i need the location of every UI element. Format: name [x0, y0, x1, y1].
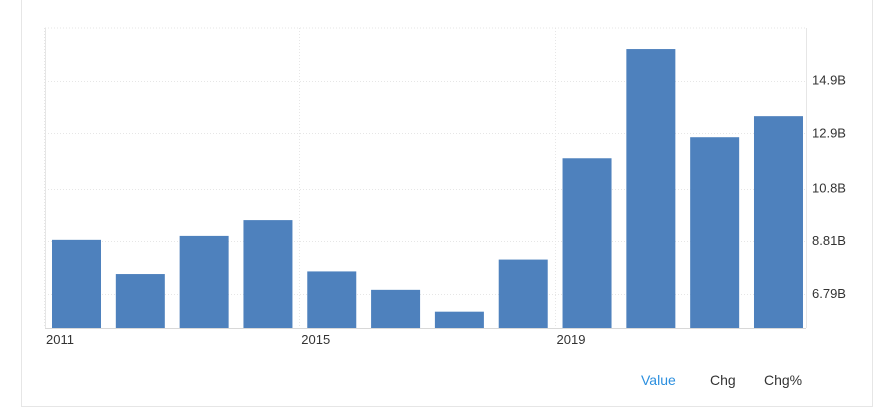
bar-2016[interactable] — [371, 289, 421, 328]
y-tick-label: 14.9B — [812, 73, 846, 88]
x-axis-ticks: 2011 2015 2019 — [46, 332, 585, 347]
tab-chg[interactable]: Chg — [710, 372, 736, 388]
y-tick-label: 12.9B — [812, 125, 846, 140]
y-tick-label: 10.8B — [812, 181, 846, 196]
grid-layer — [44, 27, 807, 329]
y-tick-label: 6.79B — [812, 286, 846, 301]
bar-2020[interactable] — [626, 49, 676, 328]
x-tick-label: 2015 — [301, 332, 330, 347]
bar-2014[interactable] — [243, 220, 293, 328]
bar-layer — [52, 49, 803, 328]
x-tick-label: 2011 — [46, 332, 74, 347]
bar-2021[interactable] — [690, 137, 740, 328]
tab-value[interactable]: Value — [641, 372, 676, 388]
bar-2015[interactable] — [307, 271, 357, 328]
bar-2011[interactable] — [52, 239, 101, 328]
bar-2012[interactable] — [115, 274, 165, 328]
bar-2013[interactable] — [179, 235, 229, 328]
tab-chg-percent[interactable]: Chg% — [764, 372, 803, 388]
bar-2022[interactable] — [753, 116, 803, 328]
bar-2019[interactable] — [562, 158, 612, 328]
view-tabs: Value Chg Chg% — [0, 372, 876, 392]
y-axis-ticks: 6.79B 8.81B 10.8B 12.9B 14.9B — [812, 73, 846, 301]
bar-2017[interactable] — [434, 311, 484, 328]
bar-2018[interactable] — [498, 259, 548, 328]
y-tick-label: 8.81B — [812, 233, 846, 248]
x-tick-label: 2019 — [557, 332, 586, 347]
